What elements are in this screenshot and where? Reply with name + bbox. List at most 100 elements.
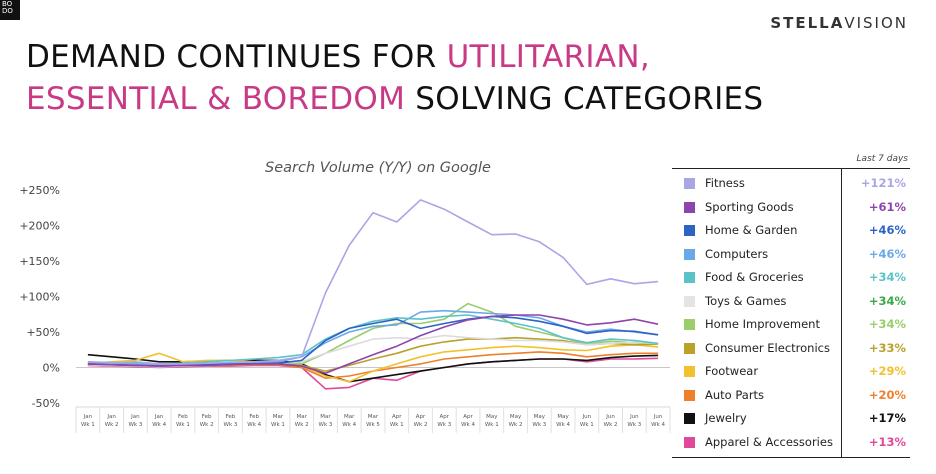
- x-tick-label-month: Mar: [320, 414, 331, 420]
- legend-row-auto-parts: Auto Parts +20%: [672, 387, 910, 407]
- legend-divider: [841, 169, 842, 457]
- legend-value: +34%: [868, 317, 906, 331]
- x-tick-label-month: Jan: [154, 414, 164, 420]
- legend-value: +34%: [868, 293, 906, 308]
- title-line-1: DEMAND CONTINUES FOR UTILITARIAN,: [26, 36, 763, 78]
- x-tick-label-month: Feb: [202, 414, 212, 420]
- legend-swatch: [684, 201, 695, 213]
- title-line-1-highlight: UTILITARIAN,: [446, 39, 651, 75]
- x-tick-label-month: Apr: [440, 414, 450, 420]
- series-line-fitness: [87, 199, 659, 365]
- x-tick-label-month: Feb: [178, 414, 188, 420]
- series-line-computers: [87, 309, 659, 367]
- x-tick-label-month: Jun: [629, 414, 639, 420]
- x-tick-label-week: Wk 4: [152, 422, 166, 428]
- x-tick-label-month: Apr: [416, 414, 426, 420]
- legend-label: Toys & Games: [705, 293, 787, 308]
- x-tick-label-week: Wk 1: [271, 422, 285, 428]
- legend-swatch: [684, 389, 695, 401]
- search-volume-chart: Search Volume (Y/Y) on Google -50% 0% +50%…: [19, 160, 671, 433]
- chart-title: Search Volume (Y/Y) on Google: [265, 160, 491, 176]
- x-tick-label-week: Wk 2: [509, 422, 523, 428]
- legend-value: +33%: [868, 340, 906, 355]
- legend-swatch: [684, 225, 695, 236]
- x-tick-label-month: Mar: [344, 414, 355, 420]
- x-tick-label-week: Wk 2: [200, 422, 214, 428]
- chart-series: [87, 199, 659, 390]
- x-tick-label-week: Wk 4: [247, 422, 261, 428]
- x-tick-label-month: May: [534, 414, 546, 420]
- legend-value: +13%: [868, 434, 906, 449]
- series-line-sporting-goods: [87, 314, 659, 374]
- x-tick-label-month: Feb: [249, 414, 259, 420]
- legend-value: +20%: [868, 387, 906, 402]
- x-tick-label-month: Jan: [130, 414, 140, 420]
- legend-row-footwear: Footwear +29%: [672, 363, 910, 383]
- x-tick-label-month: Feb: [226, 414, 236, 420]
- legend-label: Home Improvement: [705, 317, 820, 331]
- x-tick-label-week: Wk 1: [485, 422, 499, 428]
- legend-row-consumer-electronics: Consumer Electronics +33%: [672, 340, 910, 360]
- legend-row-jewelry: Jewelry +17%: [672, 410, 910, 430]
- legend-swatch: [684, 436, 695, 448]
- legend-row-fitness: Fitness +121%: [672, 175, 910, 195]
- x-tick-label-week: Wk 4: [342, 422, 356, 428]
- legend-label: Computers: [705, 246, 769, 261]
- legend-row-toys-games: Toys & Games +34%: [672, 293, 910, 313]
- legend-label: Fitness: [705, 176, 745, 190]
- x-tick-label-week: Wk 5: [366, 422, 380, 428]
- legend-label: Jewelry: [705, 411, 747, 425]
- legend-row-computers: Computers +46%: [672, 246, 910, 266]
- y-tick-label: +200%: [19, 220, 60, 233]
- x-axis: Jan Wk 1 Jan Wk 2 Jan Wk 3 Jan Wk 4 Feb Wk 1 Feb Wk…: [75, 406, 671, 433]
- x-tick-label-month: Mar: [297, 414, 308, 420]
- series-line-home-improvement: [87, 302, 659, 367]
- x-tick-label-month: Jun: [653, 414, 663, 420]
- legend-label: Consumer Electronics: [705, 340, 830, 355]
- x-tick-label-month: Jun: [582, 414, 592, 420]
- legend-swatch: [684, 366, 695, 377]
- legend-swatch: [684, 342, 695, 354]
- x-tick-label-month: Jun: [605, 414, 615, 420]
- x-tick-label-month: May: [557, 414, 569, 420]
- legend-label: Sporting Goods: [705, 199, 794, 214]
- legend-value: +34%: [868, 270, 906, 284]
- x-tick-label-week: Wk 4: [461, 422, 475, 428]
- legend-value: +29%: [868, 364, 906, 378]
- y-tick-label: +250%: [19, 184, 60, 197]
- legend-label: Apparel & Accessories: [705, 434, 833, 449]
- x-tick-label-week: Wk 2: [105, 422, 119, 428]
- x-tick-label-week: Wk 1: [81, 422, 95, 428]
- y-tick-label: +100%: [19, 291, 60, 304]
- title-line-2-highlight: ESSENTIAL & BOREDOM: [26, 81, 406, 117]
- legend-table: Fitness +121% Sporting Goods +61% Home & Gar…: [672, 168, 910, 458]
- x-tick-label-week: Wk 2: [414, 422, 428, 428]
- legend-swatch: [684, 272, 695, 283]
- page-title: DEMAND CONTINUES FOR UTILITARIAN, ESSENT…: [26, 36, 763, 120]
- legend-swatch: [684, 319, 695, 330]
- legend-swatch: [684, 295, 695, 307]
- y-tick-label: -50%: [32, 397, 60, 410]
- x-tick-label-month: Apr: [463, 414, 473, 420]
- logo: BO DO: [0, 0, 20, 20]
- legend-row-apparel-accessories: Apparel & Accessories +13%: [672, 434, 910, 454]
- x-tick-label-week: Wk 3: [627, 422, 641, 428]
- x-tick-label-month: Apr: [392, 414, 402, 420]
- x-tick-label-month: Jan: [106, 414, 116, 420]
- legend-value: +46%: [868, 246, 906, 261]
- legend-swatch: [684, 178, 695, 189]
- legend-header: Last 7 days: [856, 154, 908, 164]
- x-tick-label-month: May: [510, 414, 522, 420]
- legend-label: Home & Garden: [705, 223, 798, 237]
- legend: Last 7 days Fitness +121% Sporting Goods +6…: [672, 150, 910, 458]
- x-tick-label-month: Mar: [273, 414, 284, 420]
- x-tick-label-week: Wk 4: [651, 422, 665, 428]
- x-tick-label-week: Wk 2: [295, 422, 309, 428]
- x-tick-label-week: Wk 3: [128, 422, 142, 428]
- y-tick-label: 0%: [43, 362, 60, 375]
- legend-label: Auto Parts: [705, 387, 765, 402]
- legend-value: +121%: [860, 176, 906, 190]
- x-tick-label-week: Wk 3: [437, 422, 451, 428]
- brand-logo: STELLAVISION: [770, 14, 908, 32]
- legend-row-home-improvement: Home Improvement +34%: [672, 316, 910, 336]
